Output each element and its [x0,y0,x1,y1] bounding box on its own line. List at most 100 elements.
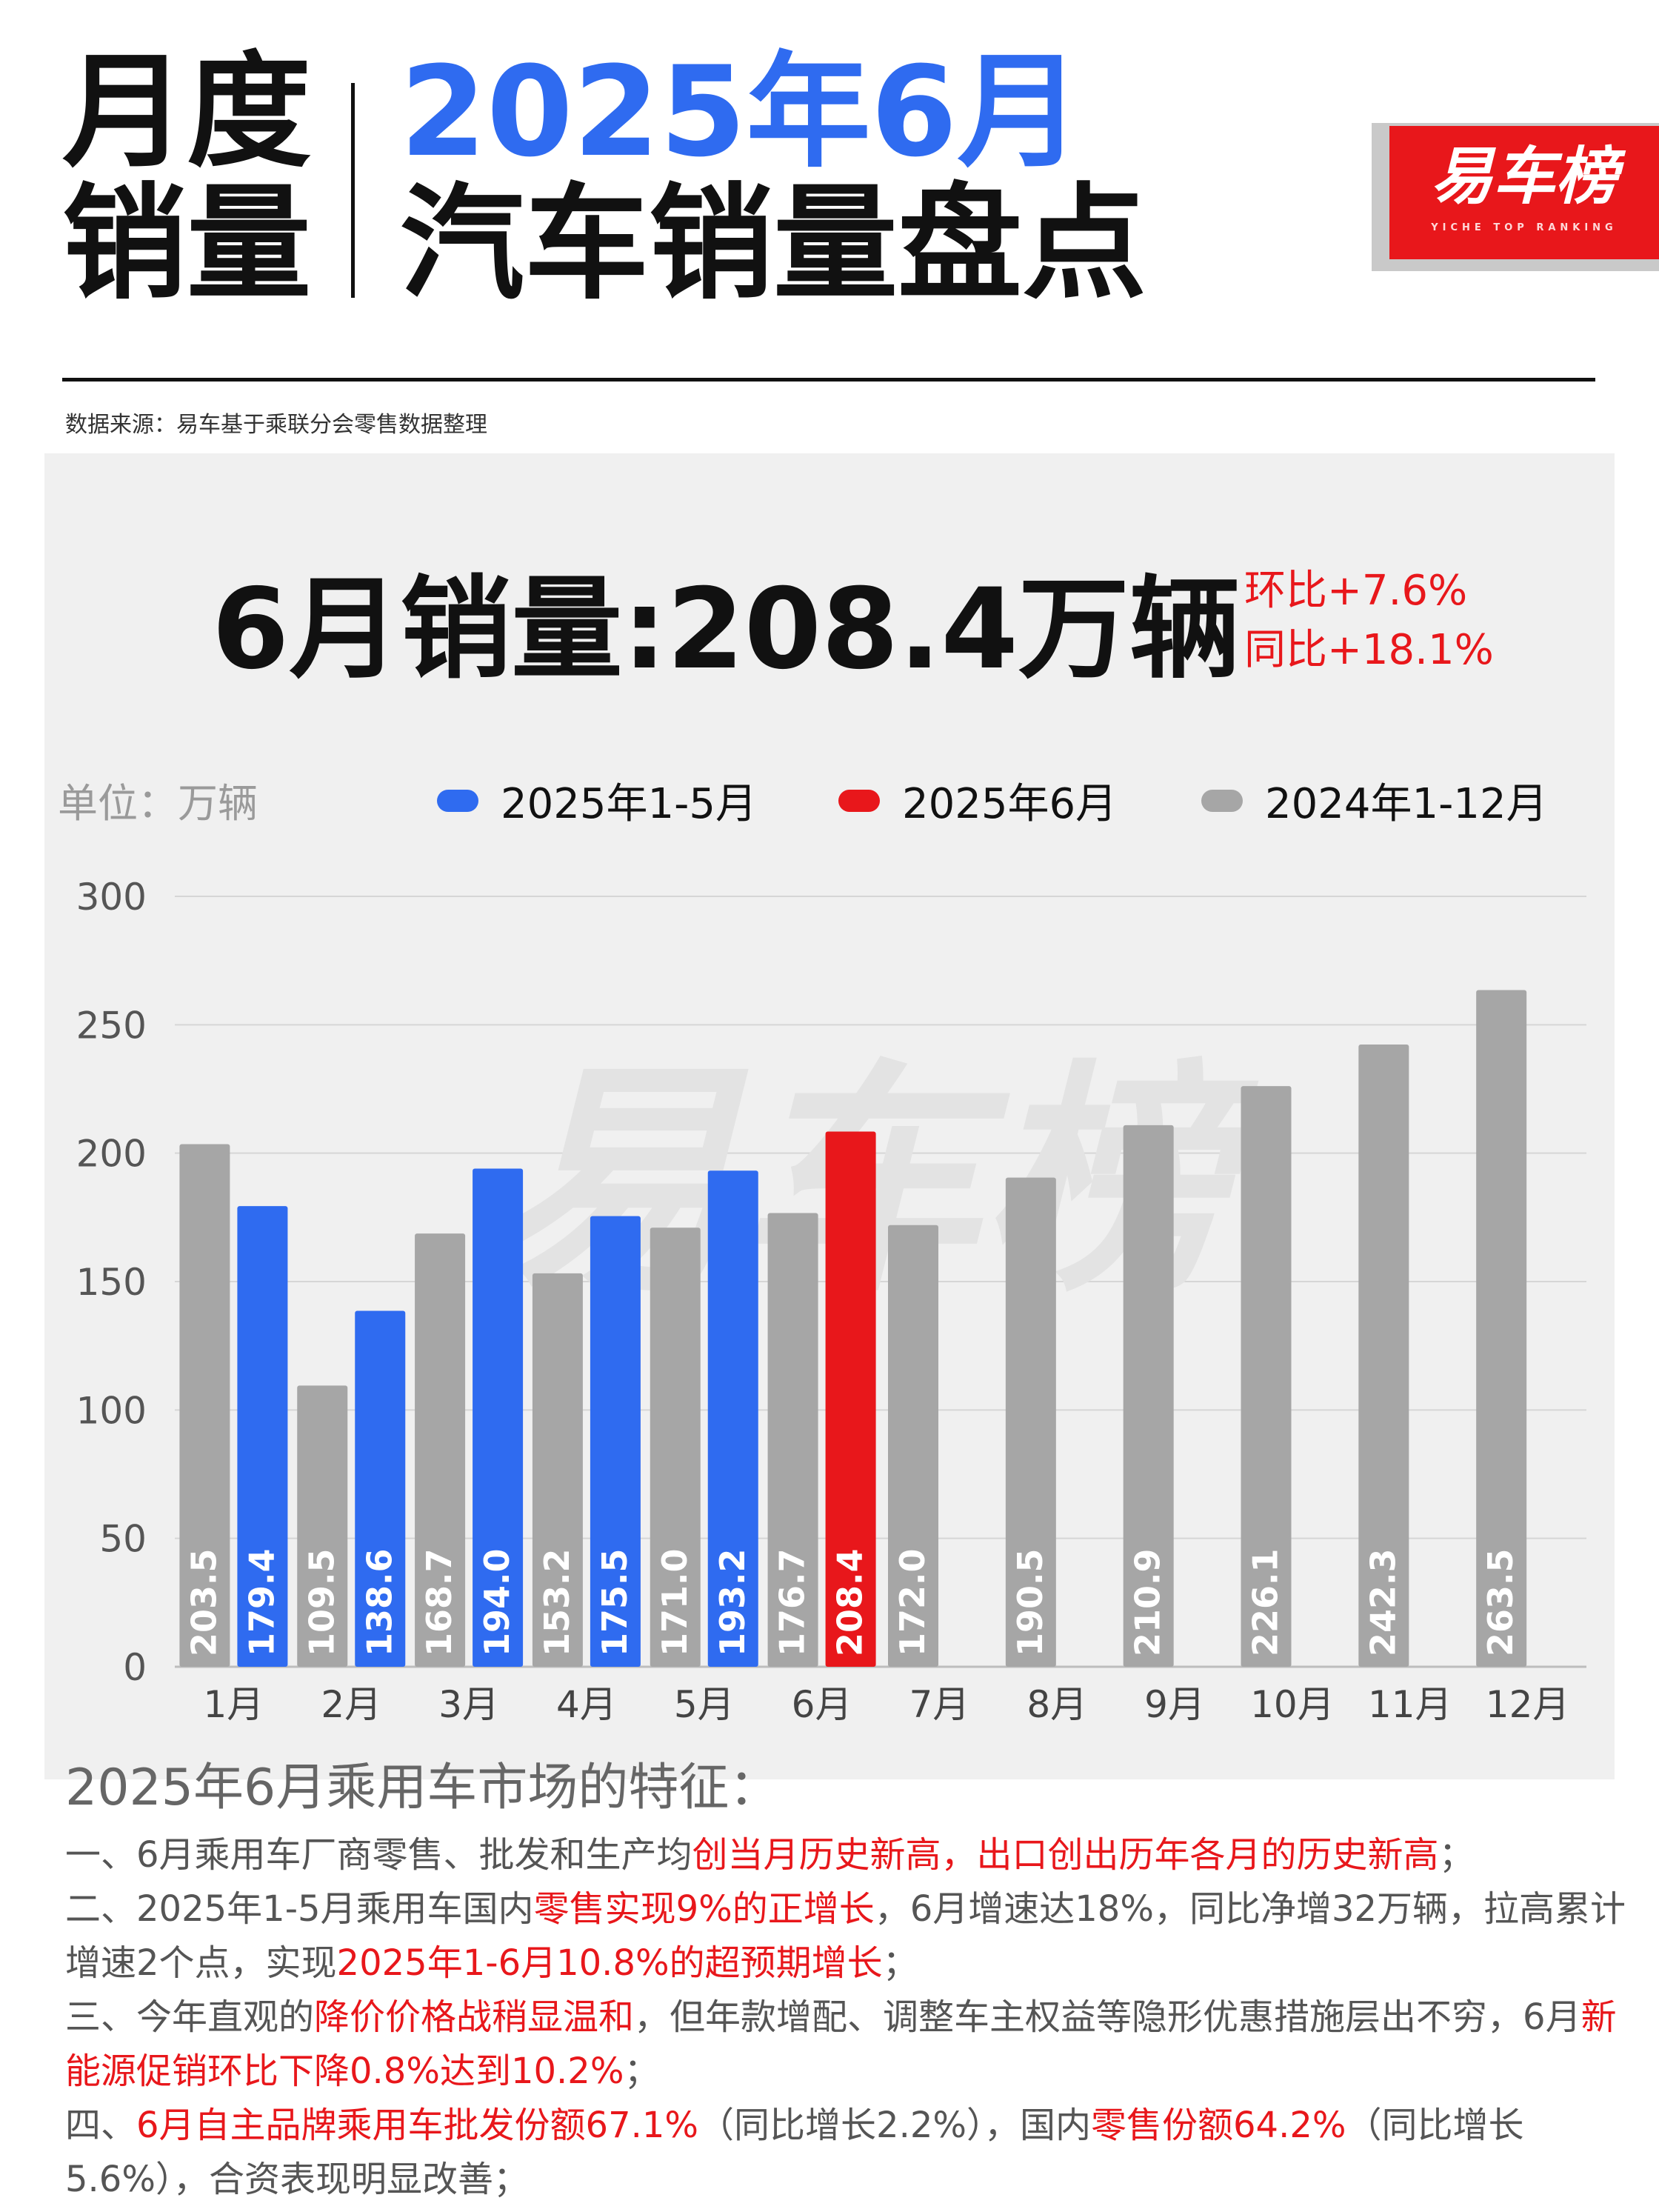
feature-highlight: 降价价格战稍显温和 [314,1996,635,2038]
logo-text: 易车榜 [1430,140,1618,213]
bar [532,1273,583,1667]
y-tick-label: 100 [76,1389,147,1432]
feature-text: 四、 [65,2105,137,2146]
legend-label: 2025年1-5月 [501,780,757,828]
legend-swatch-blue [437,789,478,812]
feature-text: 一、6月乘用车厂商零售、批发和生产均 [65,1834,692,1876]
unit-label: 单位：万辆 [58,780,258,827]
bar-data-label: 168.7 [419,1548,459,1656]
bar-data-label: 179.4 [241,1548,281,1656]
features-title: 2025年6月乘用车市场的特征： [65,1759,780,1817]
mom-rate: 环比+7.6% [1244,567,1468,615]
header-left-title: 月度 销量 [62,46,329,310]
feature-item: 四、6月自主品牌乘用车批发份额67.1%（同比增长2.2%），国内零售份额64.… [65,2099,1650,2207]
bar [1476,990,1527,1667]
bar [1241,1086,1292,1667]
header-left-line1: 月度 [62,39,311,184]
bar [767,1213,818,1667]
bar-data-label: 153.2 [537,1548,577,1656]
feature-text: ； [1438,1834,1475,1876]
bar [473,1168,524,1667]
bar-data-label: 242.3 [1363,1548,1403,1656]
yoy-rate: 同比+18.1% [1244,626,1494,674]
bar-data-label: 203.5 [184,1548,224,1656]
feature-text: ，但年款增配、调整车主权益等隐形优惠措施层出不穷，6月 [634,1996,1581,2038]
feature-text: 二、2025年1-5月乘用车国内 [65,1888,534,1930]
bar [355,1310,406,1667]
bar-data-label: 138.6 [359,1548,399,1656]
market-features: 2025年6月乘用车市场的特征： 一、6月乘用车厂商零售、批发和生产均创当月历史… [65,1753,1650,2207]
y-tick-label: 200 [76,1133,147,1176]
header-subtitle: 汽车销量盘点 [400,171,1146,316]
bar-data-label: 176.7 [772,1548,812,1656]
yiche-logo: 易车榜 YICHE TOP RANKING [1389,126,1659,259]
bar-data-label: 226.1 [1246,1548,1286,1656]
header-rule [62,378,1595,382]
bar-data-label: 193.2 [712,1548,752,1656]
x-tick-label: 8月 [1027,1683,1087,1726]
feature-text: （同比增长2.2%），国内 [698,2105,1091,2146]
legend-swatch-gray [1201,789,1243,812]
bar [415,1233,466,1667]
x-tick-label: 6月 [792,1683,852,1726]
y-tick-label: 250 [76,1004,147,1047]
feature-highlight: 6月自主品牌乘用车批发份额67.1% [136,2105,699,2146]
legend-item-2025-jan-may: 2025年1-5月 [437,770,757,830]
header-left-line2: 销量 [62,171,311,316]
bar-data-label: 172.0 [892,1548,932,1656]
x-tick-label: 3月 [438,1683,499,1726]
bar-data-label: 175.5 [595,1548,635,1656]
bar-data-label: 194.0 [477,1548,517,1656]
y-tick-label: 150 [76,1261,147,1304]
x-tick-label: 4月 [556,1683,617,1726]
feature-item: 三、今年直观的降价价格战稍显温和，但年款增配、调整车主权益等隐形优惠措施层出不穷… [65,1991,1650,2099]
feature-item: 二、2025年1-5月乘用车国内零售实现9%的正增长，6月增速达18%，同比净增… [65,1882,1650,1991]
feature-item: 一、6月乘用车厂商零售、批发和生产均创当月历史新高，出口创出历年各月的历史新高； [65,1828,1650,1882]
bar-data-label: 171.0 [655,1548,695,1656]
bar [1123,1125,1174,1667]
bar-data-label: 109.5 [301,1548,341,1656]
x-tick-label: 1月 [204,1683,264,1726]
feature-highlight: 零售份额64.2% [1091,2105,1346,2146]
feature-highlight: 零售实现9%的正增长 [533,1888,875,1930]
x-tick-label: 9月 [1144,1683,1205,1726]
x-tick-label: 12月 [1486,1683,1570,1726]
x-tick-label: 2月 [321,1683,381,1726]
y-tick-label: 300 [76,876,147,919]
data-source: 数据来源：易车基于乘联分会零售数据整理 [65,412,487,438]
bar-data-label: 210.9 [1128,1548,1168,1656]
feature-highlight: 2025年1-6月10.8%的超预期增长 [336,1942,883,1984]
headline-sales: 6月销量:208.4万辆 [212,565,1241,694]
x-tick-label: 10月 [1250,1683,1335,1726]
feature-highlight: 创当月历史新高，出口创出历年各月的历史新高 [692,1834,1439,1876]
bar [179,1144,230,1667]
x-tick-label: 7月 [909,1683,970,1726]
bar-data-label: 190.5 [1010,1548,1050,1656]
bar [237,1206,288,1667]
feature-text: ，6月增速达18%，同比净增32万辆，拉高累计增速2个点，实现 [65,1888,1626,1984]
legend-item-2025-jun: 2025年6月 [838,770,1117,830]
legend-label: 2025年6月 [902,780,1118,828]
logo-subtext: YICHE TOP RANKING [1431,222,1618,233]
features-list: 一、6月乘用车厂商零售、批发和生产均创当月历史新高，出口创出历年各月的历史新高；… [65,1828,1650,2207]
y-tick-label: 50 [99,1518,147,1561]
bar [1358,1045,1409,1667]
feature-highlight: 新能源促销环比下降0.8%达到10.2% [65,1996,1617,2092]
bar [590,1216,641,1667]
feature-text: 三、今年直观的 [65,1996,315,2038]
bar-data-label: 208.4 [830,1548,870,1656]
y-tick-label: 0 [123,1646,147,1689]
legend-item-2024: 2024年1-12月 [1201,770,1548,830]
legend-label: 2024年1-12月 [1265,780,1548,828]
feature-text: ； [624,2051,660,2092]
header-divider [351,83,355,298]
bar [707,1170,758,1667]
x-tick-label: 5月 [674,1683,735,1726]
bar [888,1225,938,1667]
legend-swatch-red [838,789,880,812]
bar [650,1227,701,1667]
bar-data-label: 263.5 [1481,1548,1521,1656]
bar [825,1131,876,1667]
feature-text: （同比增长5.6%），合资表现明显改善； [65,2105,1524,2200]
